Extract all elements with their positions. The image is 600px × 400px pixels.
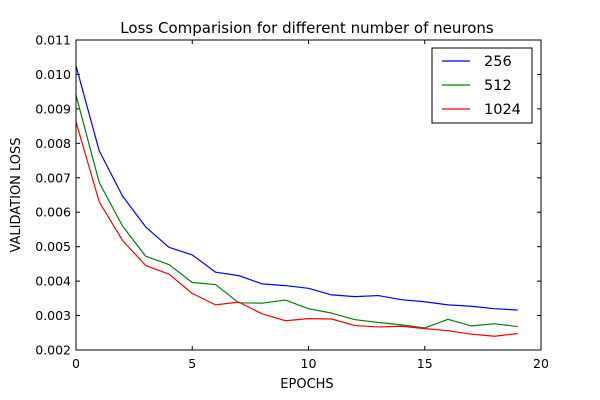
x-axis-label: EPOCHS (280, 377, 333, 392)
legend-label-1024: 1024 (484, 102, 521, 118)
y-tick-label: 0.002 (35, 343, 71, 358)
y-tick-label: 0.003 (35, 308, 71, 323)
y-tick-label: 0.008 (35, 136, 71, 151)
y-tick-label: 0.004 (35, 274, 71, 289)
y-tick-label: 0.010 (35, 67, 71, 82)
y-tick-label: 0.009 (35, 101, 71, 116)
series-line-256 (75, 65, 518, 311)
series-line-1024 (75, 121, 518, 337)
chart-title: Loss Comparision for different number of… (120, 19, 494, 37)
legend-label-512: 512 (484, 78, 512, 94)
y-tick-label: 0.011 (35, 33, 71, 48)
lines-layer (75, 65, 518, 337)
x-tick-label: 20 (533, 356, 549, 371)
ticks-layer: 0 5 10 15 20 0.002 0.003 0.004 0.005 0.006 0.007 0.… (35, 33, 549, 372)
legend-label-256: 256 (484, 54, 512, 70)
legend: 256 512 1024 (431, 47, 533, 124)
y-tick-label: 0.007 (35, 170, 71, 185)
series-line-512 (75, 94, 518, 329)
x-tick-label: 0 (72, 356, 80, 371)
plot-frame (75, 39, 542, 351)
x-tick-label: 5 (188, 356, 196, 371)
y-tick-label: 0.005 (35, 239, 71, 254)
x-tick-label: 15 (417, 356, 433, 371)
y-axis-label: VALIDATION LOSS (9, 137, 24, 252)
x-tick-label: 10 (301, 356, 317, 371)
y-tick-label: 0.006 (35, 205, 71, 220)
